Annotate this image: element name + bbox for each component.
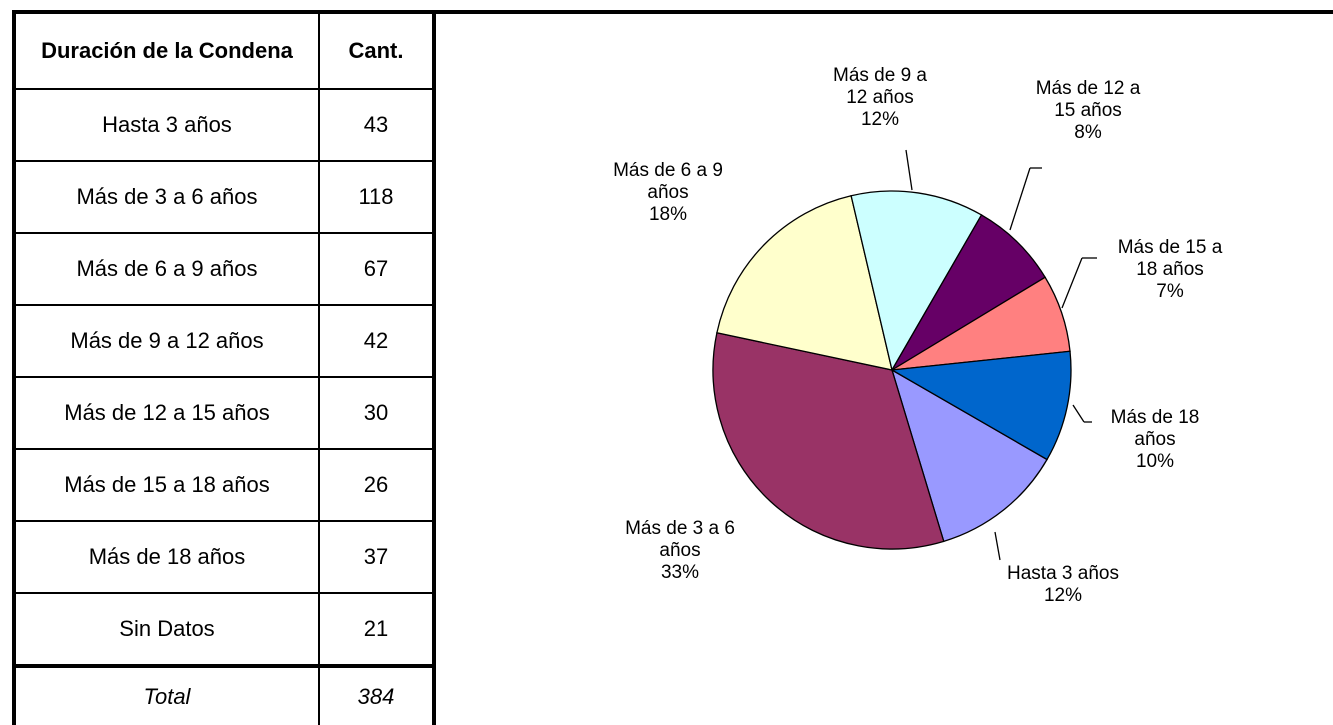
leader-line: [1061, 257, 1083, 309]
slice-label: Hasta 3 años 12%: [968, 563, 1158, 607]
table-cell: 37: [318, 520, 435, 594]
table-cell: Hasta 3 años: [13, 88, 320, 162]
leader-lines: [905, 149, 1097, 561]
slice-label: Más de 15 a 18 años 7%: [1105, 237, 1235, 303]
value-label: 12%: [860, 109, 900, 130]
leader-line: [905, 149, 913, 191]
pie-slice: [850, 190, 983, 372]
total-cell: 384: [318, 664, 435, 725]
slice-label: Más de 9 a 12 años 12%: [820, 65, 940, 131]
leader-line: [994, 531, 1001, 561]
category-label: Más de 15 a 18 años: [1117, 237, 1223, 280]
slice-label: Más de 12 a 15 años 8%: [1023, 78, 1153, 144]
header-cell: Duración de la Condena: [13, 11, 320, 90]
table-row: Más de 3 a 6 años 118: [13, 160, 435, 234]
table-cell: 21: [318, 592, 435, 667]
table-row: Más de 6 a 9 años 67: [13, 232, 435, 306]
table-row: Más de 18 años 37: [13, 520, 435, 594]
table-row: Hasta 3 años 43: [13, 88, 435, 162]
slice-label: Más de 6 a 9 años 18%: [598, 160, 738, 226]
table-cell: 118: [318, 160, 435, 234]
table-row: Sin Datos 21: [13, 592, 435, 667]
table-cell: Más de 15 a 18 años: [13, 448, 320, 522]
category-label: Hasta 3 años: [1007, 563, 1119, 584]
pie-slice: [889, 350, 1072, 461]
leader-line: [1009, 167, 1031, 231]
table-cell: Más de 9 a 12 años: [13, 304, 320, 378]
category-label: Más de 9 a 12 años: [833, 65, 927, 108]
table-cell: 67: [318, 232, 435, 306]
value-label: 7%: [1156, 281, 1184, 302]
pie-slice: [716, 194, 893, 371]
table-cell: Más de 18 años: [13, 520, 320, 594]
slices: [712, 190, 1072, 550]
value-label: 12%: [1043, 585, 1083, 606]
table-cell: Más de 12 a 15 años: [13, 376, 320, 450]
header-cell: Cant.: [318, 11, 435, 90]
category-label: Más de 3 a 6 años: [625, 518, 735, 561]
pie-slice: [890, 368, 1048, 543]
value-label: 33%: [660, 562, 700, 583]
table-cell: Más de 3 a 6 años: [13, 160, 320, 234]
slice-label: Más de 18 años 10%: [1095, 407, 1215, 473]
table-cell: 30: [318, 376, 435, 450]
category-label: Más de 6 a 9 años: [613, 160, 723, 203]
frame-line: [436, 10, 1333, 14]
frame-line: [432, 10, 436, 719]
table-cell: Más de 6 a 9 años: [13, 232, 320, 306]
table-cell: 43: [318, 88, 435, 162]
category-label: Más de 12 a 15 años: [1035, 78, 1141, 121]
pie-slice: [712, 332, 945, 550]
slice-label: Más de 3 a 6 años 33%: [610, 518, 750, 584]
table-row: Más de 15 a 18 años 26: [13, 448, 435, 522]
value-label: 10%: [1135, 451, 1175, 472]
table-cell: 42: [318, 304, 435, 378]
table-cell: 26: [318, 448, 435, 522]
leader-line: [1072, 404, 1085, 423]
table-row: Más de 12 a 15 años 30: [13, 376, 435, 450]
table-cell: Sin Datos: [13, 592, 320, 667]
data-table: Duración de la Condena Cant. Hasta 3 año…: [12, 10, 436, 725]
total-cell: Total: [13, 664, 320, 725]
category-label: Más de 18 años: [1110, 407, 1200, 450]
value-label: 8%: [1074, 122, 1102, 143]
total-row: Total 384: [13, 664, 435, 725]
value-label: 18%: [648, 204, 688, 225]
table-row: Más de 9 a 12 años 42: [13, 304, 435, 378]
pie-slice: [891, 214, 1047, 371]
